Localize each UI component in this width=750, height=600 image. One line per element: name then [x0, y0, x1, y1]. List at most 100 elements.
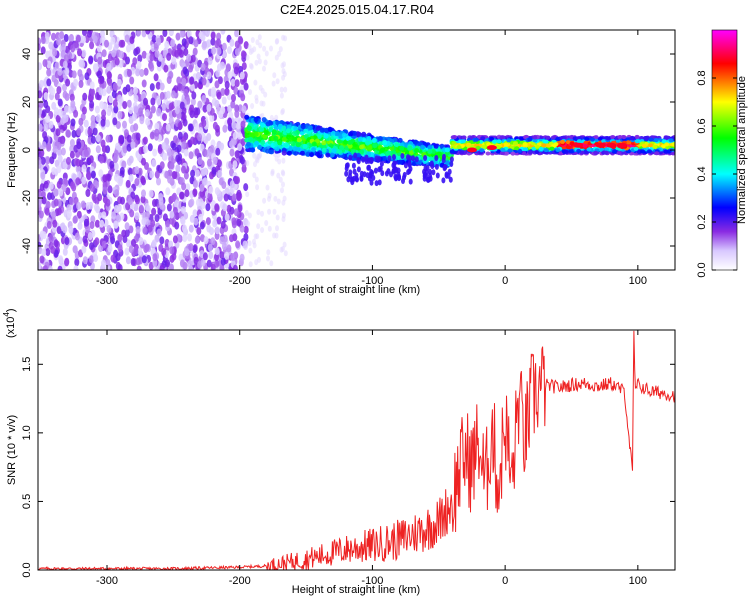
heatmap-cell: [99, 219, 105, 228]
heatmap-cell: [275, 120, 281, 126]
heatmap-cell: [169, 210, 175, 219]
heatmap-cell: [275, 38, 280, 44]
heatmap-cell: [77, 48, 82, 57]
heatmap-cell: [230, 100, 236, 109]
heatmap-cell: [106, 224, 112, 233]
heatmap-cell: [240, 93, 246, 102]
heatmap-cell: [248, 89, 252, 95]
heatmap-cell: [40, 36, 46, 45]
heatmap-cell: [267, 192, 272, 199]
heatmap-cell: [76, 210, 82, 219]
y-tick-label: 0: [21, 147, 33, 153]
heatmap-cell: [134, 178, 140, 186]
heatmap-cell: [378, 165, 383, 172]
heatmap-cell: [243, 82, 249, 91]
heatmap-cell: [142, 136, 148, 145]
heatmap-cell: [431, 169, 436, 176]
heatmap-cell: [139, 204, 144, 213]
heatmap-cell: [210, 37, 216, 46]
heatmap-cell: [46, 143, 52, 152]
heatmap-cell: [248, 261, 253, 268]
heatmap-cell: [629, 136, 635, 141]
heatmap-cell: [111, 49, 117, 58]
heatmap-cell: [247, 44, 252, 51]
heatmap-cell: [61, 184, 67, 193]
heatmap-cell: [265, 184, 270, 191]
heatmap-cell: [267, 208, 272, 215]
heatmap-cell: [545, 135, 551, 140]
heatmap-cell: [75, 177, 81, 186]
heatmap-cell: [359, 170, 364, 177]
heatmap-cell: [560, 139, 565, 144]
heatmap-cell: [231, 94, 236, 102]
heatmap-cell: [189, 110, 195, 119]
heatmap-cell: [377, 179, 382, 186]
y-tick-label: 1.0: [21, 425, 33, 440]
heatmap-cell: [128, 245, 134, 254]
heatmap-cell: [83, 218, 89, 227]
heatmap-cell: [401, 178, 405, 184]
heatmap-cell: [84, 72, 90, 81]
heatmap-cell: [283, 142, 289, 148]
heatmap-cell: [139, 69, 145, 77]
heatmap-cell: [275, 214, 280, 221]
heatmap-cell: [211, 86, 216, 95]
heatmap-cell: [78, 80, 84, 88]
y-tick-label: 0.5: [21, 494, 33, 509]
heatmap-cell: [222, 234, 228, 243]
heatmap-cell: [169, 216, 174, 225]
heatmap-cell: [98, 87, 104, 96]
heatmap-cell: [449, 156, 454, 163]
heatmap-cell: [192, 188, 198, 197]
heatmap-cell: [256, 53, 261, 60]
heatmap-cell: [71, 129, 77, 138]
heatmap-cell: [62, 90, 68, 99]
heatmap-cell: [90, 114, 96, 123]
heatmap-cell: [134, 212, 140, 221]
heatmap-cell: [121, 160, 127, 169]
heatmap-cell: [72, 215, 78, 224]
heatmap-cell: [201, 168, 207, 177]
heatmap-cell: [186, 53, 192, 62]
heatmap-cell: [372, 143, 378, 149]
heatmap-cell: [244, 210, 249, 216]
heatmap-cell: [38, 90, 43, 99]
heatmap-cell: [459, 150, 465, 155]
heatmap-cell: [214, 203, 220, 212]
heatmap-cell: [89, 183, 95, 192]
heatmap-cell: [245, 191, 250, 198]
heatmap-cell: [347, 143, 353, 149]
heatmap-cell: [221, 242, 227, 251]
heatmap-cell: [159, 264, 165, 270]
heatmap-cell: [273, 135, 279, 141]
heatmap-cell: [212, 121, 218, 130]
heatmap-cell: [156, 177, 161, 186]
heatmap-cell: [106, 62, 112, 71]
heatmap-cell: [107, 78, 113, 86]
heatmap-cell: [254, 59, 259, 66]
heatmap-cell: [62, 225, 68, 234]
heatmap-cell: [179, 191, 185, 200]
heatmap-cell: [281, 136, 287, 142]
heatmap-cell: [250, 37, 255, 43]
heatmap-cell: [173, 135, 178, 144]
heatmap-cell: [149, 131, 155, 140]
heatmap-cell: [371, 137, 377, 143]
heatmap-cell: [229, 234, 234, 243]
heatmap-cell: [183, 148, 189, 157]
heatmap-cell: [441, 177, 446, 184]
heatmap-cell: [152, 258, 158, 267]
heatmap-cell: [606, 142, 617, 148]
heatmap-cell: [359, 144, 365, 150]
heatmap-cell: [82, 235, 88, 244]
heatmap-cell: [250, 103, 255, 109]
heatmap-cell: [115, 261, 121, 270]
heatmap-cell: [134, 166, 140, 175]
heatmap-cell: [124, 222, 130, 231]
heatmap-cell: [107, 185, 113, 194]
heatmap-cell: [264, 220, 269, 226]
heatmap-cell: [48, 120, 54, 129]
heatmap-cell: [558, 151, 564, 156]
heatmap-cell: [277, 140, 283, 146]
heatmap-cell: [220, 257, 226, 266]
